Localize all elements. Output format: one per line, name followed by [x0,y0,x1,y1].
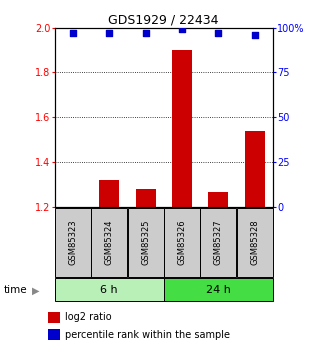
Text: time: time [3,286,27,295]
FancyBboxPatch shape [164,208,200,277]
Point [143,30,148,36]
FancyBboxPatch shape [91,208,127,277]
Title: GDS1929 / 22434: GDS1929 / 22434 [108,13,219,27]
FancyBboxPatch shape [55,208,91,277]
Bar [245,131,265,207]
Text: 6 h: 6 h [100,285,118,295]
Bar [208,193,228,207]
Bar [48,329,60,340]
Point [70,30,75,36]
Text: GSM85327: GSM85327 [214,219,223,265]
Bar [48,312,60,323]
Text: ▶: ▶ [32,286,39,295]
Text: GSM85326: GSM85326 [178,219,187,265]
FancyBboxPatch shape [55,278,164,302]
Text: GSM85325: GSM85325 [141,220,150,265]
Text: GSM85328: GSM85328 [250,219,259,265]
Bar [135,189,156,207]
FancyBboxPatch shape [164,278,273,302]
Text: percentile rank within the sample: percentile rank within the sample [65,330,230,339]
Point [216,30,221,36]
FancyBboxPatch shape [127,208,163,277]
Text: 24 h: 24 h [206,285,231,295]
Point [252,32,257,38]
Text: log2 ratio: log2 ratio [65,313,112,322]
Text: GSM85323: GSM85323 [68,219,77,265]
FancyBboxPatch shape [237,208,273,277]
Bar [99,180,119,207]
FancyBboxPatch shape [200,208,236,277]
Point [179,27,185,32]
Text: GSM85324: GSM85324 [105,220,114,265]
Point [107,30,112,36]
Bar [172,50,192,207]
